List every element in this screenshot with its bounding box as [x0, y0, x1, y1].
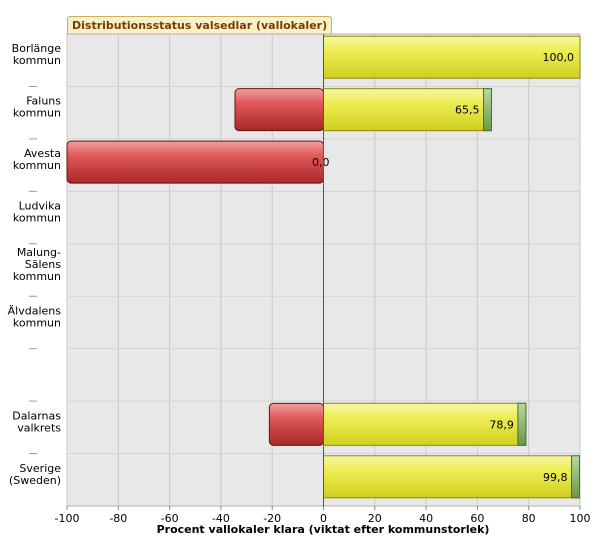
bar-remainder — [517, 402, 527, 446]
x-tick-label: -80 — [109, 512, 127, 525]
y-tick-label: Dalarnas — [12, 409, 61, 422]
x-tick-label: -40 — [212, 512, 230, 525]
x-tick-label: 20 — [368, 512, 382, 525]
y-tick-label: (Sweden) — [9, 474, 61, 487]
y-tick-label: kommun — [13, 212, 61, 225]
x-tick-label: 60 — [470, 512, 484, 525]
x-tick-label: -20 — [263, 512, 281, 525]
bar-remainder — [570, 455, 580, 499]
x-tick-label: 100 — [570, 512, 591, 525]
x-axis-label: Procent vallokaler klara (viktat efter k… — [157, 523, 490, 536]
data-label: 99,8 — [543, 471, 568, 484]
data-label: 0,0 — [312, 156, 330, 169]
y-tick-label: Avesta — [24, 147, 61, 160]
y-tick-label: kommun — [13, 107, 61, 120]
x-tick-label: 80 — [522, 512, 536, 525]
positive-bar — [323, 455, 580, 499]
y-tick-label: Älvdalens — [8, 304, 62, 317]
y-tick-label: Borlänge — [12, 42, 62, 55]
y-tick-label: kommun — [13, 316, 61, 329]
positive-bar — [323, 402, 527, 446]
data-label: 65,5 — [455, 104, 480, 117]
positive-bar — [323, 88, 493, 132]
x-tick-label: 40 — [419, 512, 433, 525]
data-label: 78,9 — [489, 418, 514, 431]
chart-title: Distributionsstatus valsedlar (vallokale… — [67, 16, 333, 35]
x-tick-label: -100 — [55, 512, 80, 525]
y-tick-label: Sälens — [25, 258, 62, 271]
negative-bar — [268, 402, 325, 446]
negative-bar — [234, 88, 325, 132]
y-tick-label: kommun — [13, 54, 61, 67]
y-tick-label: Sverige — [19, 462, 61, 475]
negative-bar — [66, 140, 324, 184]
data-label: 100,0 — [543, 51, 575, 64]
y-tick-label: Ludvika — [19, 200, 61, 213]
y-tick-label: Malung- — [17, 246, 61, 259]
y-tick-label: kommun — [13, 270, 61, 283]
x-tick-label: -60 — [161, 512, 179, 525]
bar-remainder — [483, 88, 493, 132]
x-tick-label: 0 — [320, 512, 327, 525]
y-tick-label: kommun — [13, 159, 61, 172]
y-tick-label: valkrets — [17, 421, 61, 434]
y-tick-label: Faluns — [26, 95, 61, 108]
